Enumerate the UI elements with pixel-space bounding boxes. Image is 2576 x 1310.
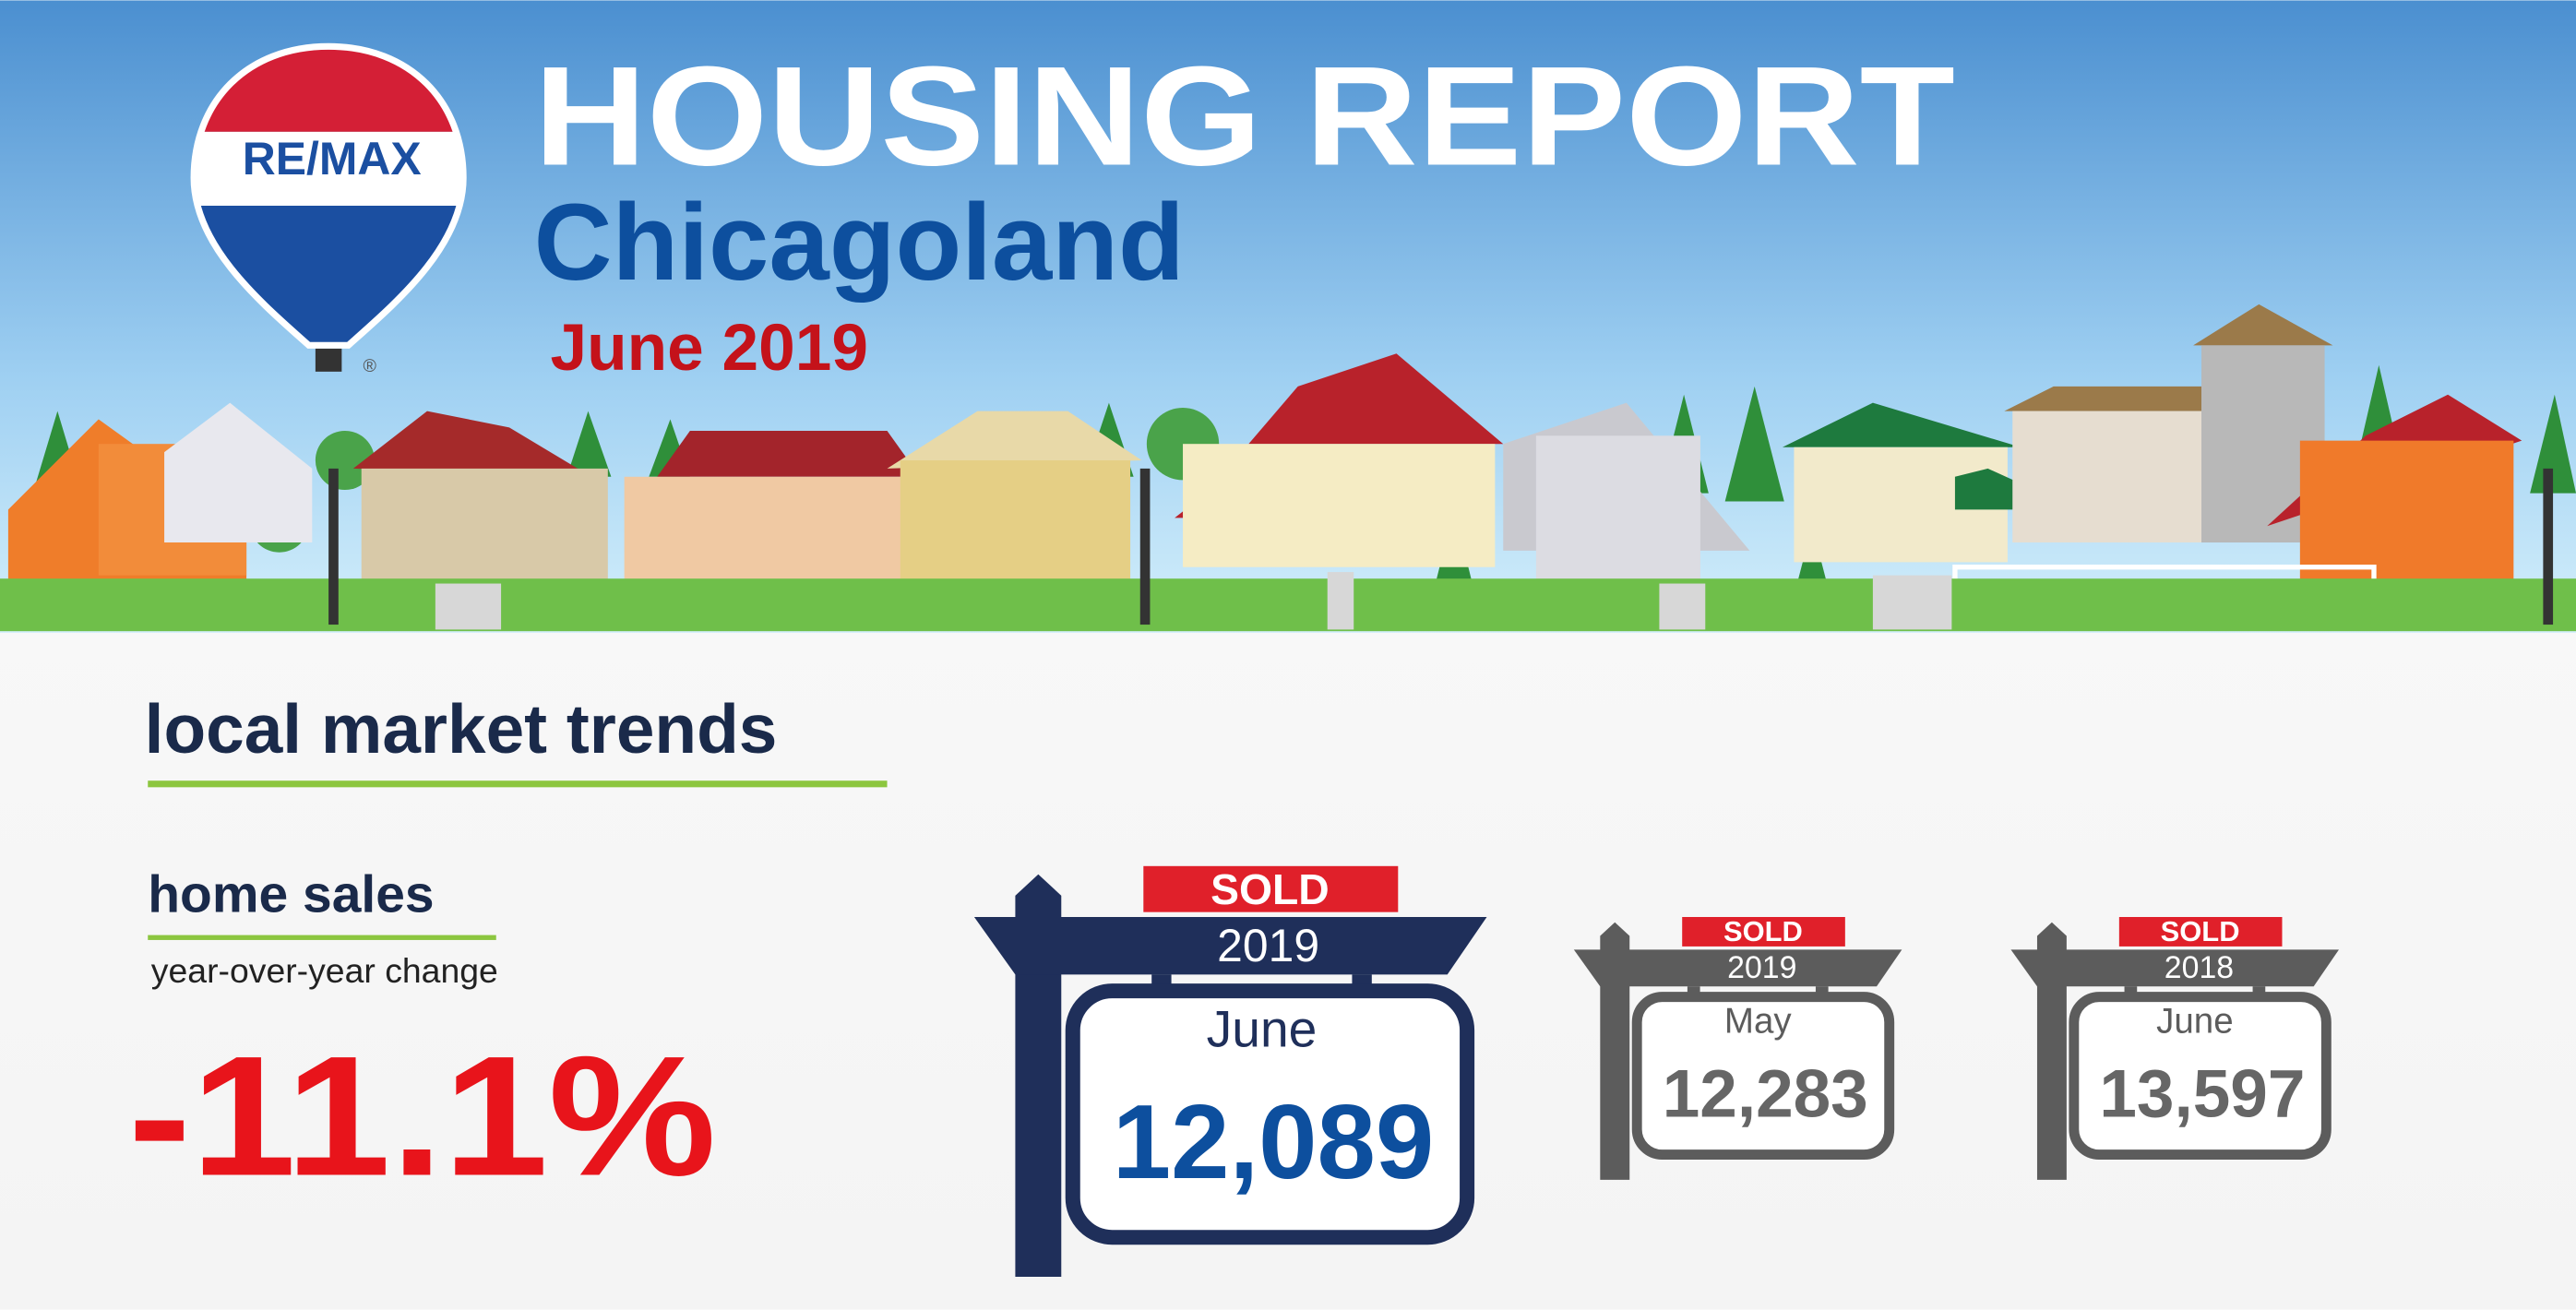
sign-year: 2019 xyxy=(1727,950,1796,985)
region: Chicagoland xyxy=(534,182,1185,303)
sign-value: 12,089 xyxy=(1113,1084,1434,1201)
balloon-white xyxy=(194,131,464,207)
sign-post xyxy=(1600,922,1630,1180)
house xyxy=(2012,411,2202,543)
period: June 2019 xyxy=(551,312,868,385)
decoration xyxy=(1724,386,1784,502)
decoration xyxy=(1659,583,1706,630)
decoration xyxy=(1139,468,1151,625)
section-title: local market trends xyxy=(145,690,778,768)
paths xyxy=(435,572,1952,630)
metric-underline xyxy=(148,935,496,940)
sign-value: 13,597 xyxy=(2099,1057,2305,1132)
section-underline xyxy=(148,780,888,788)
sign-month: May xyxy=(1724,1001,1793,1041)
sign-post xyxy=(2036,922,2067,1180)
sign-hanger xyxy=(1815,986,1829,997)
sold-badge xyxy=(2118,917,2283,947)
sign-value: 12,283 xyxy=(1663,1057,1868,1132)
sign-board xyxy=(1065,983,1475,1245)
sign-board xyxy=(1631,992,1895,1161)
sold-text: SOLD xyxy=(1723,915,1803,947)
decoration xyxy=(2530,394,2576,494)
sign-crossbar xyxy=(973,917,1487,975)
logo-mark: ® xyxy=(364,356,377,376)
house xyxy=(1183,444,1496,567)
decoration xyxy=(2543,468,2554,625)
sold-text: SOLD xyxy=(2161,915,2240,947)
roof xyxy=(1248,353,1504,445)
sign-year: 2018 xyxy=(2165,950,2234,985)
roof xyxy=(1782,402,2021,447)
sign-hanger xyxy=(1687,986,1700,997)
basket xyxy=(315,348,342,372)
signs: SOLD2019June12,089SOLD2019May12,283SOLD2… xyxy=(973,865,2340,1277)
sold-text: SOLD xyxy=(1210,865,1330,913)
house xyxy=(900,459,1131,584)
roof xyxy=(887,411,1142,469)
lamps xyxy=(328,468,2554,625)
decoration xyxy=(328,468,339,625)
report-title: HOUSING REPORT xyxy=(534,37,1955,195)
metric-title: home sales xyxy=(148,865,434,924)
logo-text: RE/MAX xyxy=(243,133,422,185)
roof xyxy=(2004,386,2202,411)
neighborhood xyxy=(0,304,2576,632)
sold-badge xyxy=(1682,917,1845,947)
sign-hanger xyxy=(2124,986,2138,997)
roof xyxy=(657,430,921,477)
sign-hanger xyxy=(2252,986,2266,997)
decoration xyxy=(566,411,612,477)
decoration xyxy=(1872,575,1952,630)
sign-board xyxy=(2069,992,2332,1161)
sign-post xyxy=(1015,874,1062,1277)
sold-badge xyxy=(1143,865,1399,912)
metric-subtitle: year-over-year change xyxy=(151,951,498,990)
house xyxy=(164,402,313,543)
grass xyxy=(0,578,2576,632)
decoration xyxy=(435,583,502,630)
sign-year: 2019 xyxy=(1217,920,1319,971)
house xyxy=(1535,435,1700,584)
roof xyxy=(352,411,592,477)
sign-crossbar xyxy=(2010,949,2340,987)
house xyxy=(361,468,608,584)
metric-change: -11.1% xyxy=(128,1021,716,1212)
sign-month: June xyxy=(2156,1001,2234,1041)
sign-month: June xyxy=(1207,1001,1318,1058)
house xyxy=(2299,440,2514,580)
sign-crossbar xyxy=(1573,949,1902,987)
roof xyxy=(2193,304,2333,346)
decoration xyxy=(1327,572,1354,630)
balloon-outline xyxy=(190,42,467,349)
